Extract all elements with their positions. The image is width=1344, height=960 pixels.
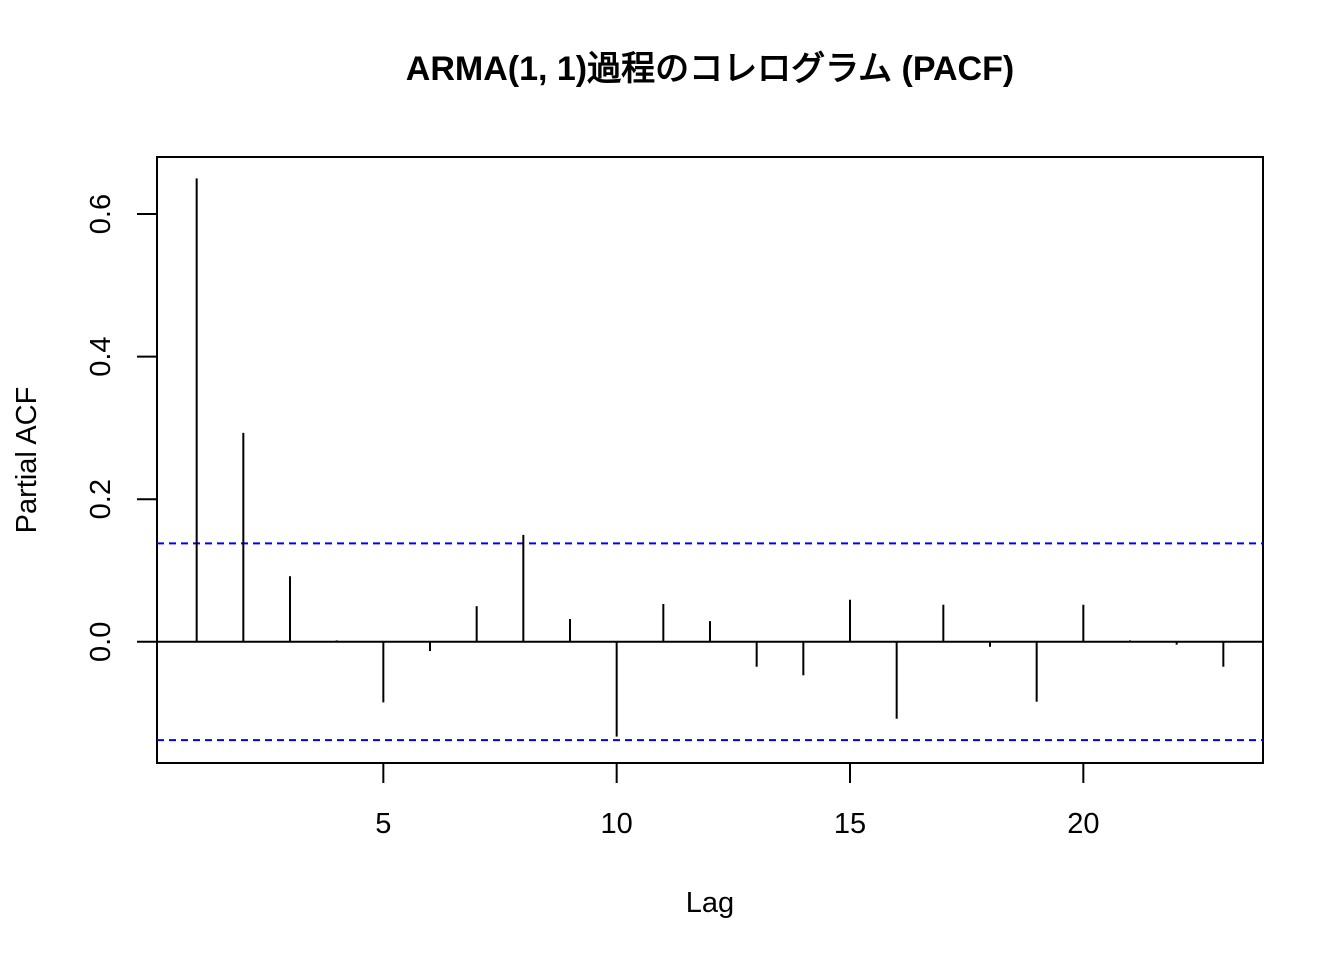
y-tick-label-0-2: 0.2	[85, 479, 117, 519]
confidence-bounds	[157, 542, 1263, 742]
x-axis-label: Lag	[686, 887, 734, 919]
pacf-bars	[195, 178, 1225, 737]
x-tick-label-10: 10	[601, 808, 633, 840]
chart-title: ARMA(1, 1)過程のコレログラム (PACF)	[406, 50, 1014, 88]
plot-frame	[156, 156, 1264, 764]
x-tick-label-20: 20	[1067, 808, 1099, 840]
y-tick-label-0: 0.0	[85, 622, 117, 662]
x-tick-label-15: 15	[834, 808, 866, 840]
y-axis-label: Partial ACF	[11, 387, 43, 534]
x-tick-label-5: 5	[375, 808, 391, 840]
y-axis: 0.0 0.2 0.4 0.6	[85, 194, 157, 662]
x-axis: 5 10 15 20	[375, 763, 1099, 840]
y-tick-label-0-4: 0.4	[85, 336, 117, 376]
y-tick-label-0-6: 0.6	[85, 194, 117, 234]
